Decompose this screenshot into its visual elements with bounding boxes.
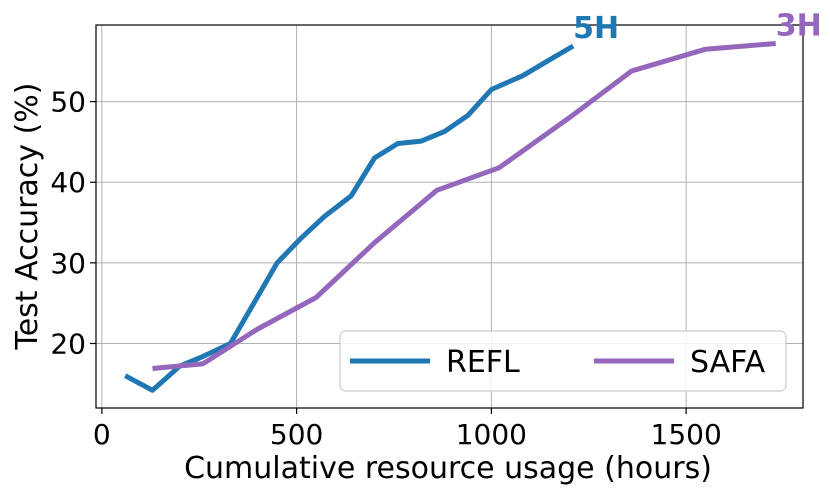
y-axis-ticks: 20 30 40 50 [50, 86, 96, 360]
plot-frame [95, 24, 804, 409]
y-tick-label: 50 [50, 86, 86, 119]
x-tick-label: 500 [270, 418, 323, 451]
x-axis-label: Cumulative resource usage (hours) [184, 451, 712, 486]
legend-box [339, 330, 787, 392]
y-tick-label: 30 [50, 247, 86, 280]
y-tick-label: 20 [50, 327, 86, 360]
series-line-safa [152, 41, 776, 371]
legend: REFL SAFA [339, 330, 787, 392]
series-lines [124, 41, 776, 393]
end-label-refl: 5H [573, 11, 619, 46]
end-label-safa: 3H [776, 9, 822, 44]
y-tick-label: 40 [50, 166, 86, 199]
legend-label-safa: SAFA [690, 345, 766, 380]
series-end-labels: 5H 3H [573, 9, 822, 46]
series-line-refl [124, 43, 575, 393]
x-tick-label: 0 [93, 418, 111, 451]
y-axis-label: Test Accuracy (%) [10, 82, 45, 350]
x-tick-label: 1500 [651, 418, 722, 451]
x-axis-ticks: 0 500 1000 1500 [93, 408, 722, 451]
x-tick-label: 1000 [456, 418, 527, 451]
legend-label-refl: REFL [446, 345, 520, 380]
